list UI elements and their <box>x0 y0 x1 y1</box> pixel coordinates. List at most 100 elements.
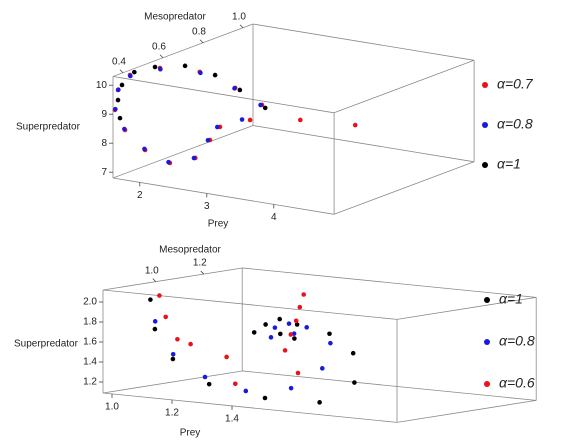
z-tick-label: 7 <box>101 167 107 178</box>
data-point <box>317 400 322 405</box>
data-point <box>182 63 188 69</box>
z-tick-label: 1.4 <box>83 357 97 368</box>
data-point <box>258 102 263 108</box>
x-tick-label: 3 <box>204 201 210 212</box>
y-tick <box>119 69 124 74</box>
y-tick <box>152 278 157 282</box>
data-point <box>122 126 127 132</box>
data-point <box>148 297 153 302</box>
data-point <box>113 106 118 112</box>
legend-label: α=1 <box>497 156 521 172</box>
data-point <box>328 340 333 346</box>
box-edge <box>252 23 475 61</box>
data-point <box>277 316 283 322</box>
data-point <box>152 319 158 324</box>
data-point <box>163 314 168 320</box>
data-point <box>170 356 176 362</box>
data-point <box>293 318 299 324</box>
data-point <box>352 380 357 385</box>
box-edge <box>102 370 243 394</box>
data-point <box>268 335 274 340</box>
data-point <box>202 374 208 380</box>
data-point <box>152 326 158 332</box>
legend-label: α=0.8 <box>499 333 535 349</box>
data-point <box>350 350 356 356</box>
data-point <box>115 97 121 103</box>
y-tick-label: 0.8 <box>192 26 206 37</box>
data-point <box>298 117 303 123</box>
box-edge <box>112 125 254 179</box>
data-point <box>212 72 218 78</box>
data-point <box>304 325 310 330</box>
data-point <box>282 348 288 353</box>
z-tick-label: 2.0 <box>83 297 97 308</box>
data-point <box>247 117 253 123</box>
data-point <box>170 352 176 357</box>
y-tick-label: 0.4 <box>112 56 126 67</box>
y-tick <box>199 39 204 44</box>
data-point <box>243 388 249 394</box>
y-tick-label: 0.6 <box>152 41 166 52</box>
y-tick-label: 1.2 <box>193 258 207 269</box>
data-point <box>117 115 123 121</box>
y-axis-label: Mesopredator <box>159 245 221 256</box>
box-edge <box>242 267 537 298</box>
box-edge <box>112 23 254 77</box>
legend-label: α=0.7 <box>497 76 534 92</box>
box-edge <box>396 399 537 423</box>
data-point <box>191 155 197 161</box>
data-point <box>166 159 171 165</box>
data-point <box>224 354 229 360</box>
data-point <box>294 322 300 327</box>
y-tick <box>239 24 244 29</box>
box-edge <box>333 161 475 215</box>
z-tick-label: 10 <box>96 80 108 91</box>
x-tick-label: 1.4 <box>225 414 239 425</box>
box-edge <box>112 76 335 114</box>
legend-marker <box>484 381 490 387</box>
z-tick-label: 8 <box>101 138 107 149</box>
data-point <box>157 293 162 298</box>
data-point <box>286 321 292 326</box>
data-point <box>205 137 211 143</box>
data-point <box>142 146 147 152</box>
data-point <box>239 117 245 122</box>
z-axis-label: Superpredator <box>14 339 79 350</box>
box-edge <box>396 296 537 320</box>
data-point <box>327 331 332 337</box>
data-point <box>132 69 137 75</box>
data-point <box>188 341 193 347</box>
data-point <box>128 73 133 79</box>
data-point <box>297 304 303 310</box>
data-point <box>198 70 203 76</box>
y-tick-label: 1.0 <box>232 11 246 22</box>
legend-label: α=0.8 <box>497 116 533 132</box>
data-point <box>262 395 268 401</box>
z-tick-label: 1.2 <box>83 377 97 388</box>
data-point <box>116 87 121 93</box>
box-edge <box>252 125 475 163</box>
z-tick-label: 1.6 <box>83 337 97 348</box>
data-point <box>292 336 297 341</box>
legend-marker <box>482 82 488 88</box>
data-point <box>272 325 278 330</box>
x-tick-label: 4 <box>271 212 277 223</box>
legend-marker <box>484 297 490 303</box>
data-point <box>262 105 268 111</box>
y-tick <box>200 270 205 275</box>
data-point <box>215 124 220 130</box>
y-tick <box>159 54 164 59</box>
data-point <box>206 381 212 387</box>
data-point <box>295 370 301 376</box>
data-point <box>175 336 180 342</box>
y-axis-label: Mesopredator <box>144 12 206 23</box>
data-point <box>237 87 243 93</box>
box-edge <box>242 370 537 401</box>
data-point <box>232 86 237 91</box>
data-point <box>288 385 294 391</box>
data-point <box>278 331 283 337</box>
legend-marker <box>484 339 490 345</box>
z-tick-label: 9 <box>101 109 107 120</box>
z-tick-label: 1.8 <box>83 317 97 328</box>
